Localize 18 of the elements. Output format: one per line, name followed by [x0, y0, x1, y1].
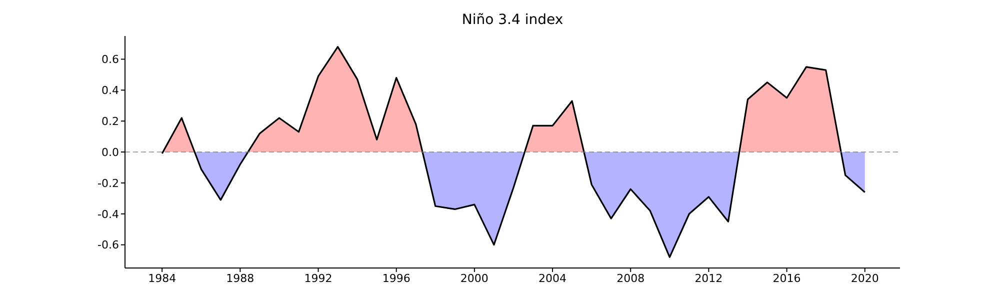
y-tick-label: 0.2 — [102, 114, 119, 128]
x-tick-label: 2008 — [616, 272, 645, 285]
y-tick-label: -0.2 — [98, 176, 119, 190]
y-tick-label: 0.0 — [102, 146, 119, 159]
y-tick-label: -0.4 — [98, 208, 119, 221]
x-tick-label: 2004 — [538, 272, 567, 285]
x-tick-label: 1988 — [226, 272, 254, 285]
y-tick-label: -0.6 — [98, 238, 119, 252]
x-tick-label: 2016 — [772, 272, 801, 285]
x-tick-label: 2000 — [460, 272, 488, 285]
x-tick-label: 2020 — [850, 272, 879, 285]
x-tick-label: 1996 — [382, 272, 410, 285]
x-tick-label: 1984 — [148, 272, 176, 285]
chart-title: Niño 3.4 index — [460, 12, 564, 28]
y-tick-label: 0.4 — [102, 84, 119, 98]
y-tick-label: 0.6 — [102, 53, 119, 66]
x-tick-label: 2012 — [694, 272, 723, 285]
x-tick-label: 1992 — [304, 272, 332, 285]
